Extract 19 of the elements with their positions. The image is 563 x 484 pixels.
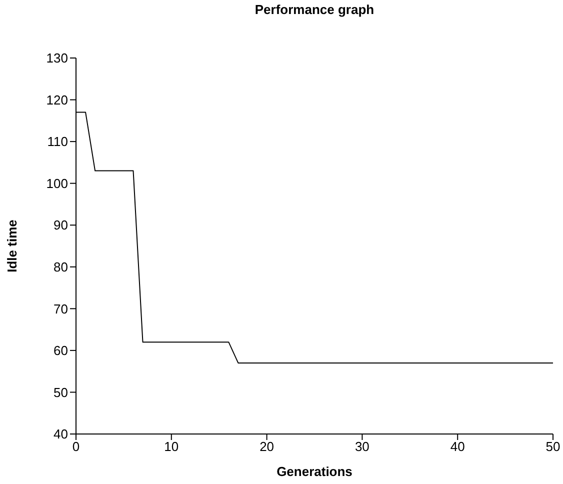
x-tick-label: 50	[546, 439, 560, 454]
y-tick-label: 80	[54, 260, 68, 275]
y-tick-label: 90	[54, 218, 68, 233]
x-tick-label: 0	[72, 439, 80, 454]
chart-title: Performance graph	[254, 2, 376, 17]
y-tick-label: 130	[46, 50, 68, 66]
x-tick-label: 30	[354, 439, 370, 454]
y-tick-label: 40	[54, 426, 68, 442]
x-tick-label: 20	[260, 439, 274, 454]
y-tick-label: 100	[46, 176, 68, 191]
y-tick-label: 50	[54, 384, 68, 400]
y-axis-title: Idle time	[4, 220, 20, 272]
y-tick-label: 110	[47, 134, 68, 150]
y-tick-label: 60	[54, 343, 68, 358]
y-tick-label: 120	[46, 92, 68, 108]
x-tick-label: 40	[450, 439, 465, 454]
x-tick-label: 10	[164, 439, 179, 454]
x-axis-title: Generations	[276, 464, 352, 479]
y-tick-label: 70	[54, 301, 68, 316]
